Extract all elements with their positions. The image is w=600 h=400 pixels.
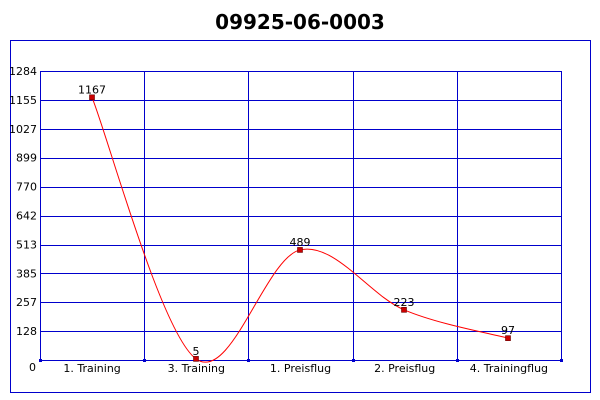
data-label: 5 [193, 345, 200, 358]
data-label: 223 [394, 296, 415, 309]
x-axis-tick-mark [143, 359, 146, 362]
y-tick-label: 1284 [9, 65, 37, 78]
x-tick-label: 3. Training [168, 362, 225, 375]
y-axis-ticks: 0 128 257 385 513 642 770 899 1027 1155 1284 [9, 65, 37, 374]
data-label: 489 [290, 236, 311, 249]
grid [39, 71, 563, 362]
data-point [89, 94, 95, 101]
x-axis-tick-mark [560, 359, 563, 362]
outer-frame [10, 40, 591, 393]
y-tick-label: 899 [16, 152, 37, 165]
y-tick-label: 385 [16, 267, 37, 280]
data-label: 1167 [78, 83, 106, 96]
data-point [193, 356, 199, 362]
x-axis-tick-mark [352, 359, 355, 362]
y-tick-label: 128 [16, 325, 37, 338]
x-axis-tick-mark [247, 359, 250, 362]
y-tick-label: 0 [29, 361, 36, 374]
y-tick-label: 513 [16, 239, 37, 252]
x-tick-label: 2. Preisflug [374, 362, 435, 375]
x-axis-ticks: 1. Training 3. Training 1. Preisflug 2. Pre… [63, 362, 548, 375]
y-tick-label: 770 [16, 181, 37, 194]
x-axis-tick-mark [456, 359, 459, 362]
x-axis-tick-mark [39, 359, 42, 362]
series-group [89, 94, 511, 363]
y-tick-label: 1155 [9, 94, 37, 107]
data-point [505, 335, 511, 341]
data-label: 97 [501, 324, 515, 337]
y-tick-label: 642 [16, 210, 37, 223]
y-tick-label: 257 [16, 296, 37, 309]
data-point [401, 307, 407, 313]
x-tick-label: 4. Trainingflug [470, 362, 548, 375]
data-labels: 1167 5 489 223 97 [78, 83, 515, 358]
series-line [91, 97, 509, 363]
chart-title: 09925-06-0003 [215, 10, 385, 34]
data-point [297, 247, 303, 253]
y-tick-label: 1027 [9, 123, 37, 136]
x-tick-label: 1. Preisflug [270, 362, 331, 375]
x-tick-label: 1. Training [63, 362, 120, 375]
